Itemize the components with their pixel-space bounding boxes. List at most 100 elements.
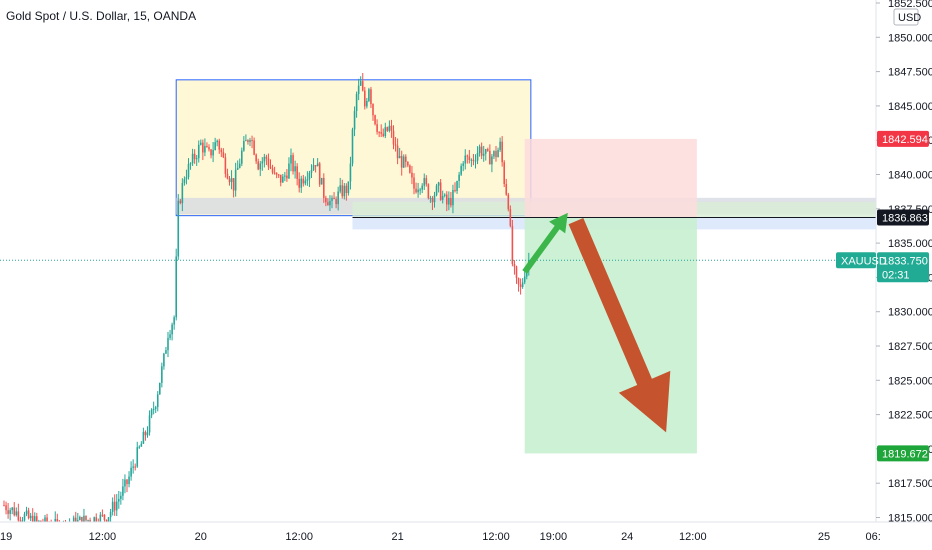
price-tick-label: 1845.000 xyxy=(888,101,932,113)
candle-body xyxy=(458,174,460,181)
candle-body xyxy=(144,431,147,436)
candle-body xyxy=(15,511,18,516)
candle xyxy=(255,153,257,165)
candle-body xyxy=(161,366,163,383)
candle-body xyxy=(376,124,378,132)
target-price-badge-bg xyxy=(877,130,929,147)
candle xyxy=(181,178,184,212)
candle-body xyxy=(140,443,143,447)
candle xyxy=(247,139,249,145)
candle-body xyxy=(126,479,128,485)
down-arrow-annotation[interactable] xyxy=(568,218,671,433)
candle-body xyxy=(439,182,442,200)
up-arrow-annotation[interactable] xyxy=(522,212,568,274)
take-profit-zone[interactable] xyxy=(524,217,697,454)
candle-body xyxy=(323,177,325,198)
candle-body xyxy=(251,140,253,142)
candle-body xyxy=(456,180,458,192)
candle-body xyxy=(450,197,452,206)
candle xyxy=(306,171,309,186)
candle-body xyxy=(177,200,180,257)
candle-body xyxy=(310,170,313,173)
candle xyxy=(390,119,393,138)
currency-button[interactable] xyxy=(893,8,919,26)
candle-body xyxy=(261,161,264,164)
candle-body xyxy=(335,199,337,205)
candle-body xyxy=(466,155,469,157)
candle xyxy=(511,219,514,267)
time-tick-label: 25 xyxy=(818,531,830,543)
candle-body xyxy=(273,172,276,174)
candle xyxy=(210,149,212,159)
candle xyxy=(345,183,348,201)
candle-body xyxy=(421,185,423,190)
candle xyxy=(222,148,225,159)
candle-body xyxy=(361,81,364,91)
candle-body xyxy=(343,185,346,197)
candle xyxy=(85,515,87,523)
candle-body xyxy=(339,185,341,192)
candle xyxy=(454,182,456,193)
reference-lines-layer xyxy=(0,217,876,261)
candle xyxy=(159,382,161,395)
candle xyxy=(218,138,221,154)
currency-label: USD xyxy=(898,12,921,24)
time-axis[interactable]: 19 12:00 20 12:00 21 12:00 19:00 24 12:00 25 06: xyxy=(0,521,932,550)
candle xyxy=(173,315,175,330)
candle-body xyxy=(220,149,223,153)
candle-body xyxy=(366,100,368,107)
candle xyxy=(13,502,16,517)
candle-body xyxy=(353,111,356,130)
candle xyxy=(171,322,173,341)
candle xyxy=(312,158,315,171)
candle-body xyxy=(195,158,198,160)
candle-body xyxy=(249,140,251,142)
candle-body xyxy=(247,140,249,142)
candle xyxy=(347,181,350,196)
candle xyxy=(115,494,118,517)
candle xyxy=(323,173,325,203)
candle-body xyxy=(200,142,202,145)
candle-body xyxy=(7,510,9,514)
candle-body xyxy=(150,409,153,416)
candle xyxy=(484,148,487,161)
candle xyxy=(366,97,368,109)
candle-body xyxy=(136,447,139,467)
candle-body xyxy=(79,516,81,521)
price-tick-label: 1847.500 xyxy=(888,67,932,79)
candle-body xyxy=(454,189,456,192)
candle-body xyxy=(429,197,432,199)
candle-body xyxy=(228,178,231,183)
candle-body xyxy=(417,189,419,193)
candle xyxy=(521,278,524,289)
stop-loss-zone[interactable] xyxy=(524,138,697,218)
candle-body xyxy=(425,178,428,185)
candle-body xyxy=(300,178,303,188)
candle-body xyxy=(187,163,190,178)
candle xyxy=(374,114,376,126)
candle-body xyxy=(191,153,194,164)
candle xyxy=(208,144,210,152)
candle xyxy=(417,182,419,198)
price-tick-label: 1850.000 xyxy=(888,32,932,44)
candle xyxy=(378,131,380,138)
candle xyxy=(234,162,237,197)
candle xyxy=(152,401,155,415)
candle xyxy=(413,173,415,195)
candle xyxy=(122,478,124,501)
candle xyxy=(370,86,372,109)
candle xyxy=(146,426,149,438)
candle xyxy=(437,181,440,193)
candle-body xyxy=(124,479,126,487)
candle xyxy=(474,154,477,169)
candle xyxy=(128,471,130,488)
candle xyxy=(491,154,493,173)
candle-body xyxy=(148,415,151,433)
candle xyxy=(212,142,214,163)
candle xyxy=(220,147,223,158)
time-tick-label: 21 xyxy=(391,531,403,543)
candle-body xyxy=(386,127,389,131)
candle-body xyxy=(111,501,114,513)
